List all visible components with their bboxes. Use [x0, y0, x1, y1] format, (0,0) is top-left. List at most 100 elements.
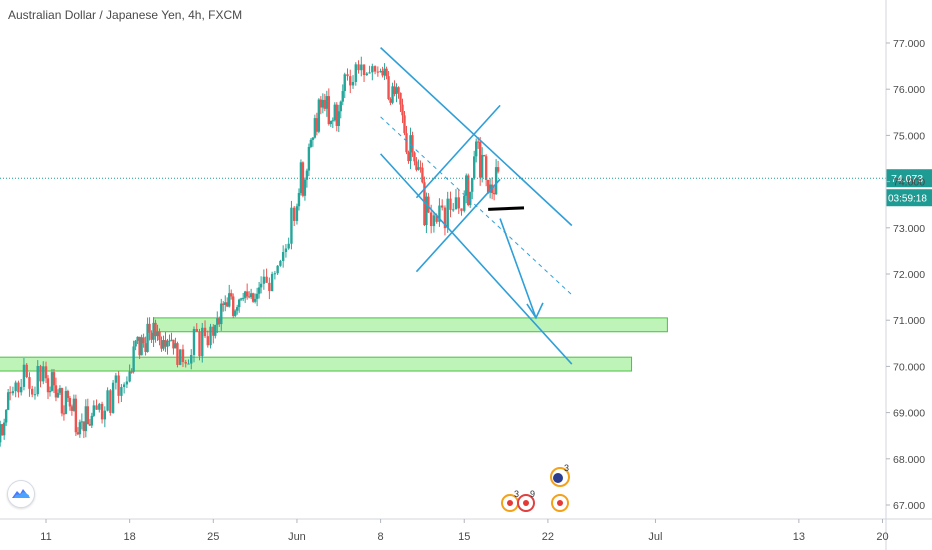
- candle-down: [435, 215, 438, 222]
- price-tick-label: 69.000: [893, 408, 925, 420]
- event-count-badge: 3: [564, 463, 569, 473]
- time-tick-label: 18: [124, 531, 136, 543]
- candle-up: [174, 343, 177, 349]
- candle-down: [292, 207, 296, 221]
- candle-up: [463, 195, 466, 211]
- candle-up: [284, 248, 288, 253]
- candle-up: [98, 403, 101, 410]
- candle-up: [237, 299, 241, 308]
- candle-down: [82, 421, 86, 432]
- candle-up: [333, 104, 336, 121]
- countdown-label: 03:59:18: [888, 194, 927, 205]
- candle-up: [4, 409, 8, 423]
- candle-up: [214, 324, 217, 336]
- candle-down: [28, 377, 31, 389]
- event-count-badge: 9: [530, 489, 535, 499]
- support-zone[interactable]: [0, 356, 633, 372]
- candle-up: [290, 207, 293, 244]
- candle-down: [346, 74, 349, 77]
- candle-up: [58, 388, 62, 393]
- candle-down: [478, 141, 482, 178]
- candle-up: [354, 64, 357, 82]
- candle-down: [440, 205, 444, 208]
- candle-down: [411, 135, 414, 153]
- candle-down: [415, 161, 418, 170]
- candle-up: [152, 322, 155, 340]
- last-price-label: 74.073: [891, 173, 923, 185]
- candle-up: [36, 365, 39, 395]
- time-tick-label: 22: [542, 531, 554, 543]
- candle-down: [222, 303, 225, 305]
- candle-down: [154, 322, 157, 337]
- candle-down: [419, 167, 422, 169]
- candle-down: [109, 390, 112, 413]
- trend-drawings[interactable]: [380, 47, 573, 365]
- candle-down: [413, 152, 416, 162]
- event-marker-au-dot: [507, 500, 513, 506]
- support-zone[interactable]: [153, 317, 668, 333]
- candle-down: [142, 337, 145, 344]
- price-tick-label: 71.000: [893, 315, 925, 327]
- candle-down: [218, 318, 221, 325]
- price-tick-label: 76.000: [893, 84, 925, 96]
- candle-up: [56, 392, 60, 398]
- candle-down: [86, 406, 90, 425]
- candle-up: [297, 193, 301, 207]
- channel-lower-line[interactable]: [380, 153, 573, 365]
- flag-lower-line[interactable]: [415, 178, 501, 273]
- candle-down: [68, 397, 72, 407]
- candle-up: [90, 415, 94, 426]
- candle-down: [407, 152, 410, 162]
- candle-down: [130, 371, 133, 373]
- candle-down: [76, 432, 80, 435]
- projection-arrow[interactable]: [499, 218, 537, 319]
- candle-up: [343, 74, 346, 92]
- candle-down: [335, 104, 338, 126]
- candle-up: [42, 366, 45, 382]
- support-zones[interactable]: [0, 317, 668, 372]
- candle-up: [365, 73, 369, 76]
- candle-down: [460, 208, 463, 211]
- candle-up: [299, 162, 303, 194]
- candle-down: [232, 296, 235, 316]
- price-tick-label: 72.000: [893, 269, 925, 281]
- candle-up: [473, 156, 476, 179]
- candle-down: [405, 133, 408, 153]
- breakout-level-line[interactable]: [488, 206, 525, 211]
- tradingview-cloud-icon[interactable]: [7, 480, 35, 508]
- candle-up: [156, 331, 159, 337]
- candle-down: [8, 392, 12, 394]
- candle-up: [140, 337, 143, 356]
- candle-down: [315, 118, 319, 132]
- candle-up: [438, 205, 441, 222]
- candle-down: [62, 413, 66, 415]
- candle-up: [11, 391, 15, 394]
- price-tick-label: 70.000: [893, 361, 925, 373]
- channel-upper-line[interactable]: [380, 47, 573, 227]
- candle-down: [251, 293, 255, 302]
- candle-down: [449, 198, 452, 210]
- candle-up: [368, 72, 371, 74]
- candle-up: [471, 178, 474, 192]
- candle-down: [482, 155, 486, 157]
- candle-down: [467, 175, 470, 206]
- candle-up: [494, 167, 498, 195]
- event-markers[interactable]: 3 9 3: [501, 463, 570, 512]
- candle-up: [337, 111, 340, 126]
- candle-up: [170, 339, 173, 341]
- candle-up: [383, 68, 386, 76]
- candle-down: [476, 141, 480, 143]
- candle-up: [146, 323, 149, 352]
- candle-up: [224, 302, 227, 305]
- candle-down: [74, 398, 78, 433]
- candle-up: [351, 81, 355, 86]
- flag-upper-line[interactable]: [415, 104, 501, 199]
- candle-up: [0, 424, 2, 443]
- candle-up: [201, 327, 204, 357]
- time-tick-label: 8: [378, 531, 384, 543]
- candle-down: [387, 76, 390, 100]
- projection-arrow-head[interactable]: [526, 302, 544, 320]
- candle-up: [241, 297, 245, 299]
